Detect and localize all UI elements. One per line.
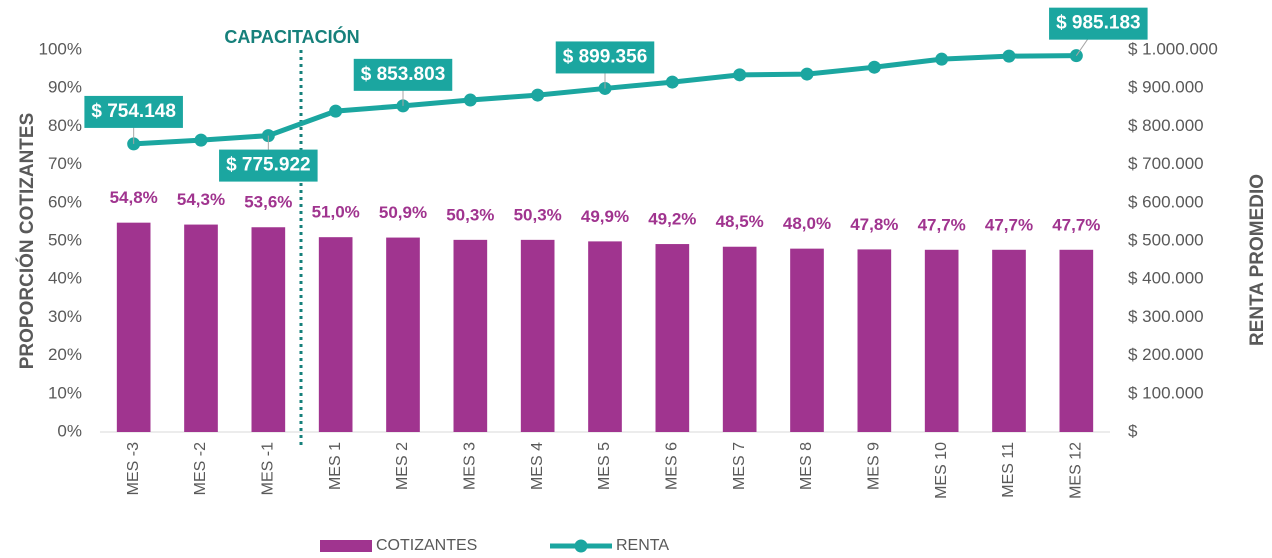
bar	[116, 222, 151, 432]
line-point	[935, 52, 949, 66]
y-tick-label: 80%	[48, 116, 82, 135]
x-tick-label: MES 3	[462, 442, 479, 490]
bar-label: 50,9%	[379, 203, 427, 222]
x-tick-label: MES 4	[529, 442, 546, 490]
y2-tick-label: $ 700.000	[1128, 154, 1204, 173]
legend-swatch	[574, 539, 588, 553]
y-tick-label: 100%	[39, 39, 82, 58]
bar-label: 48,0%	[783, 214, 831, 233]
bar	[251, 227, 286, 432]
line-point	[867, 60, 881, 74]
x-tick-label: MES 2	[394, 442, 411, 490]
y2-tick-label: $ 400.000	[1128, 269, 1204, 288]
bar	[790, 248, 824, 432]
x-tick-label: MES 1	[327, 442, 344, 490]
bar	[1059, 249, 1094, 432]
value-label: $ 754.148	[91, 101, 176, 122]
bar	[184, 224, 218, 432]
y-tick-label: 30%	[48, 307, 82, 326]
y-tick-label: 50%	[48, 230, 82, 249]
y-tick-label: 20%	[48, 345, 82, 364]
x-tick-label: MES 12	[1068, 442, 1085, 499]
bar	[318, 237, 353, 432]
y2-tick-label: $ 600.000	[1128, 192, 1204, 211]
line-point	[800, 67, 814, 81]
y-tick-label: 70%	[48, 154, 82, 173]
bar	[992, 249, 1026, 432]
bar	[386, 237, 420, 432]
bar-label: 54,8%	[110, 188, 158, 207]
value-label: $ 853.803	[361, 64, 446, 85]
legend-swatch	[320, 540, 372, 552]
bar	[857, 249, 892, 432]
bar	[453, 239, 488, 432]
y-tick-label: 40%	[48, 269, 82, 288]
bar-label: 50,3%	[514, 205, 562, 224]
line-point	[665, 75, 679, 89]
bar-label: 48,5%	[716, 212, 764, 231]
bar	[655, 244, 690, 432]
bar-label: 53,6%	[244, 193, 292, 212]
y2-tick-label: $	[1128, 421, 1138, 440]
y-tick-label: 90%	[48, 78, 82, 97]
bar-label: 47,8%	[850, 215, 898, 234]
bar-label: 54,3%	[177, 190, 225, 209]
bar-label: 50,3%	[446, 205, 494, 224]
legend-label: COTIZANTES	[376, 537, 477, 554]
x-tick-label: MES 9	[866, 442, 883, 490]
legend-label: RENTA	[616, 537, 669, 554]
value-label-box	[84, 95, 183, 128]
bar-label: 49,9%	[581, 207, 629, 226]
x-tick-label: MES -3	[125, 442, 142, 495]
value-label-box	[555, 41, 655, 74]
y2-tick-label: $ 900.000	[1128, 78, 1204, 97]
bar-label: 49,2%	[648, 210, 696, 229]
x-tick-label: MES 11	[1000, 442, 1017, 498]
x-tick-label: MES -1	[260, 442, 277, 495]
bar	[924, 249, 959, 432]
x-tick-label: MES 6	[664, 442, 681, 490]
y-axis-title: PROPORCIÓN COTIZANTES	[16, 113, 38, 370]
bar	[588, 241, 622, 432]
y2-tick-label: $ 1.000.000	[1128, 39, 1218, 58]
bar-label: 47,7%	[985, 215, 1033, 234]
x-tick-label: MES 8	[798, 442, 815, 490]
value-label: $ 775.922	[226, 155, 311, 176]
line-point	[329, 104, 343, 118]
y2-tick-label: $ 500.000	[1128, 230, 1204, 249]
line-point	[194, 133, 208, 147]
x-tick-label: MES -2	[192, 442, 209, 495]
y-tick-label: 10%	[48, 383, 82, 402]
value-label-box	[1049, 7, 1148, 40]
value-label-box	[219, 149, 318, 182]
line-point	[463, 93, 477, 107]
annotation: CAPACITACIÓN	[224, 26, 359, 47]
line-point	[1002, 49, 1016, 63]
bar-label: 47,7%	[1052, 215, 1100, 234]
x-tick-label: MES 7	[731, 442, 748, 490]
bar	[520, 239, 555, 432]
y2-tick-label: $ 100.000	[1128, 383, 1204, 402]
bar-label: 47,7%	[918, 215, 966, 234]
y2-tick-label: $ 800.000	[1128, 116, 1204, 135]
line-point	[531, 88, 545, 102]
y-tick-label: 0%	[57, 421, 82, 440]
bar-label: 51,0%	[312, 203, 360, 222]
value-label: $ 985.183	[1056, 13, 1141, 34]
y2-tick-label: $ 300.000	[1128, 307, 1204, 326]
line-point	[733, 68, 747, 82]
x-tick-label: MES 5	[596, 442, 613, 490]
x-tick-label: MES 10	[933, 442, 950, 499]
bar	[722, 246, 757, 432]
value-label-box	[353, 58, 453, 91]
value-label: $ 899.356	[563, 46, 648, 67]
y2-axis-title: RENTA PROMEDIO	[1247, 174, 1268, 346]
y-tick-label: 60%	[48, 192, 82, 211]
y2-tick-label: $ 200.000	[1128, 345, 1204, 364]
